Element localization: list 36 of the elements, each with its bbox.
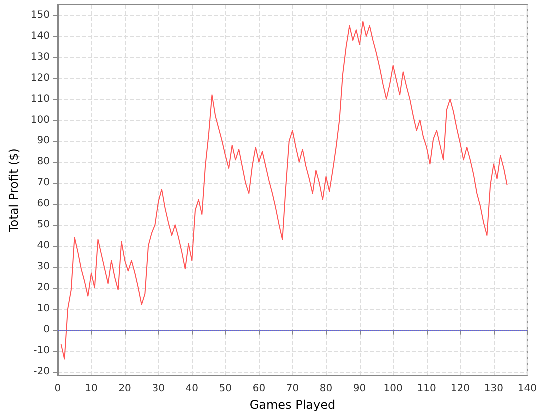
y-tick-label: 20 xyxy=(37,282,50,294)
x-tick-label: 130 xyxy=(484,384,504,394)
y-tick-label: 40 xyxy=(37,240,50,252)
y-tick-label: 140 xyxy=(30,30,50,42)
y-tick-label: 110 xyxy=(30,94,50,105)
y-tick-label: 120 xyxy=(30,72,50,84)
x-tick-label: 80 xyxy=(320,384,333,394)
line-series xyxy=(60,21,508,360)
y-tick-label: -10 xyxy=(34,345,50,356)
y-tick-label: 100 xyxy=(30,114,50,126)
x-tick-label: 60 xyxy=(252,384,266,394)
x-tick-label: 10 xyxy=(85,384,98,394)
y-tick-label: 80 xyxy=(37,156,50,168)
x-tick-label: 140 xyxy=(518,384,538,394)
x-tick-label: 100 xyxy=(384,384,403,394)
x-tick-label: 110 xyxy=(417,384,436,394)
x-tick-label: 20 xyxy=(118,384,132,394)
y-tick-label: 60 xyxy=(37,198,50,210)
y-axis-title: Total Profit ($) xyxy=(7,148,21,234)
x-tick-label: 50 xyxy=(219,384,232,394)
y-tick-label: 130 xyxy=(30,52,50,63)
y-tick-label: 0 xyxy=(44,324,50,336)
y-tick-label: -20 xyxy=(34,366,50,378)
x-axis-title: Games Played xyxy=(250,398,336,412)
y-tick-label: 90 xyxy=(37,136,50,147)
x-tick-label: 120 xyxy=(450,384,470,394)
x-tick-label: 40 xyxy=(186,384,198,394)
y-tick-label: 70 xyxy=(37,178,50,189)
x-tick-label: 30 xyxy=(152,384,165,394)
x-tick-label: 70 xyxy=(286,384,300,394)
y-tick-label: 150 xyxy=(30,10,50,21)
x-tick-label: 90 xyxy=(353,384,366,394)
y-tick-label: 50 xyxy=(37,220,50,231)
y-tick-label: 10 xyxy=(37,303,50,314)
y-tick-label: 30 xyxy=(37,262,50,273)
x-tick-label: 0 xyxy=(54,384,62,394)
